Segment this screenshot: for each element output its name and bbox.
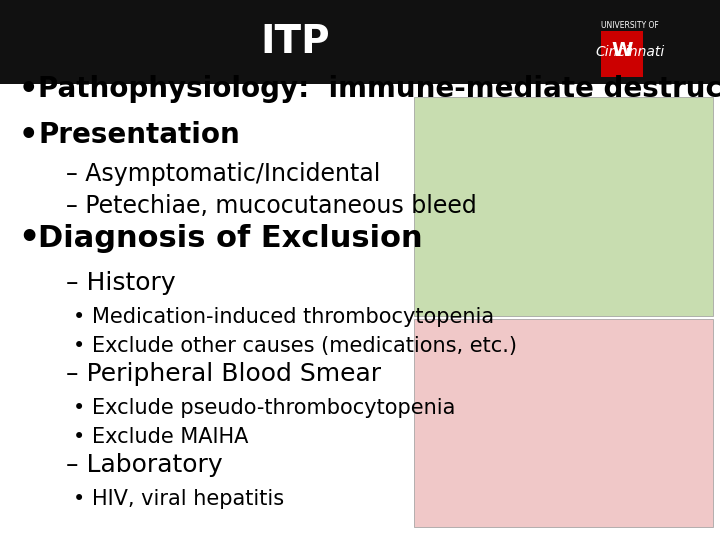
- Text: W: W: [611, 40, 633, 60]
- Text: •: •: [19, 222, 40, 255]
- Text: Cincinnati: Cincinnati: [595, 45, 665, 59]
- Text: – Petechiae, mucocutaneous bleed: – Petechiae, mucocutaneous bleed: [66, 194, 476, 218]
- Text: Exclude MAIHA: Exclude MAIHA: [92, 427, 248, 447]
- Text: •: •: [73, 398, 85, 419]
- Text: Pathophysiology:  immune-mediate destruction: Pathophysiology: immune-mediate destruct…: [38, 75, 720, 103]
- Text: Presentation: Presentation: [38, 121, 240, 149]
- Text: Exclude pseudo-thrombocytopenia: Exclude pseudo-thrombocytopenia: [92, 398, 456, 419]
- Text: UNIVERSITY OF: UNIVERSITY OF: [601, 21, 659, 30]
- Text: •: •: [19, 120, 38, 150]
- Text: •: •: [73, 427, 85, 447]
- Text: – History: – History: [66, 271, 175, 295]
- Text: •: •: [73, 307, 85, 327]
- Text: •: •: [73, 489, 85, 510]
- Text: Medication-induced thrombocytopenia: Medication-induced thrombocytopenia: [92, 307, 495, 327]
- Text: Diagnosis of Exclusion: Diagnosis of Exclusion: [38, 224, 423, 253]
- Text: •: •: [19, 75, 38, 104]
- Text: ITP: ITP: [261, 23, 330, 61]
- Text: •: •: [73, 335, 85, 356]
- Text: – Laboratory: – Laboratory: [66, 454, 222, 477]
- Text: Exclude other causes (medications, etc.): Exclude other causes (medications, etc.): [92, 335, 517, 356]
- Text: – Peripheral Blood Smear: – Peripheral Blood Smear: [66, 362, 381, 386]
- Text: HIV, viral hepatitis: HIV, viral hepatitis: [92, 489, 284, 510]
- Text: – Asymptomatic/Incidental: – Asymptomatic/Incidental: [66, 162, 380, 186]
